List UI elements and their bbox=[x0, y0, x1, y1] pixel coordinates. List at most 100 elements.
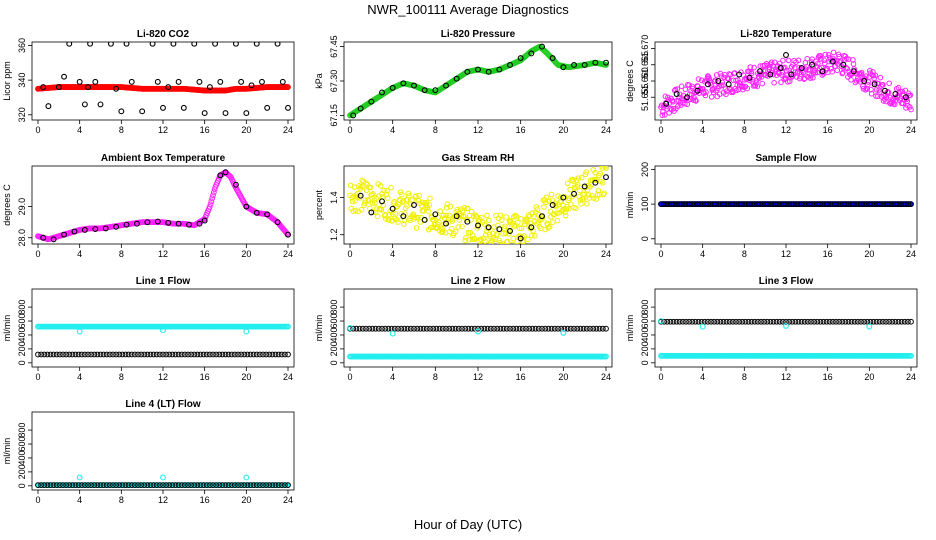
y-tick-label: 600 bbox=[17, 437, 27, 452]
data-point bbox=[172, 482, 179, 489]
data-point bbox=[196, 220, 203, 227]
data-point bbox=[88, 482, 95, 489]
data-point bbox=[801, 75, 808, 82]
data-point bbox=[567, 325, 574, 332]
y-tick-label: 100 bbox=[640, 197, 650, 212]
x-tick-label: 20 bbox=[864, 125, 874, 135]
data-point bbox=[154, 218, 161, 225]
data-point bbox=[69, 351, 76, 358]
data-point bbox=[694, 87, 701, 94]
data-point bbox=[63, 351, 70, 358]
data-point bbox=[281, 351, 288, 358]
x-tick-label: 16 bbox=[516, 125, 526, 135]
data-point bbox=[243, 203, 250, 210]
data-point bbox=[196, 78, 203, 85]
data-point bbox=[47, 482, 54, 489]
data-point bbox=[534, 206, 541, 213]
data-point bbox=[498, 217, 505, 223]
data-point bbox=[200, 351, 207, 358]
data-point bbox=[564, 325, 571, 332]
data-point bbox=[581, 183, 588, 190]
data-point bbox=[504, 238, 511, 244]
data-point bbox=[391, 198, 397, 205]
data-point bbox=[459, 325, 465, 332]
x-tick-label: 12 bbox=[781, 372, 791, 382]
data-point bbox=[225, 482, 232, 489]
data-point bbox=[430, 325, 437, 332]
data-point bbox=[876, 318, 883, 325]
data-point bbox=[848, 76, 854, 83]
data-point bbox=[820, 318, 827, 325]
x-tick-label: 8 bbox=[119, 495, 124, 505]
data-point bbox=[456, 217, 463, 223]
data-point bbox=[188, 351, 195, 358]
data-point bbox=[863, 73, 869, 79]
data-point bbox=[166, 482, 173, 489]
data-point bbox=[561, 193, 568, 200]
x-tick-label: 4 bbox=[390, 249, 395, 259]
data-point bbox=[475, 222, 481, 229]
data-point bbox=[66, 42, 73, 47]
data-point bbox=[489, 237, 495, 244]
x-tick-label: 12 bbox=[473, 249, 483, 259]
data-point bbox=[406, 193, 412, 199]
x-tick-label: 16 bbox=[200, 249, 210, 259]
data-point bbox=[778, 79, 784, 86]
x-tick-label: 16 bbox=[516, 372, 526, 382]
data-point bbox=[497, 325, 504, 332]
plot-area bbox=[658, 318, 914, 359]
y-tick-label: 0 bbox=[17, 483, 27, 488]
data-point bbox=[659, 112, 666, 118]
data-point bbox=[379, 325, 385, 332]
data-point bbox=[248, 82, 255, 89]
data-point bbox=[87, 42, 94, 47]
data-point bbox=[729, 318, 736, 325]
data-point bbox=[714, 318, 721, 325]
data-point bbox=[269, 482, 276, 489]
data-point bbox=[75, 482, 82, 489]
data-point bbox=[150, 351, 157, 358]
x-tick-label: 0 bbox=[35, 249, 40, 259]
data-point bbox=[122, 482, 129, 489]
data-point bbox=[448, 226, 455, 232]
y-axis-label: ml/min bbox=[625, 192, 635, 219]
data-point bbox=[216, 351, 223, 358]
data-point bbox=[386, 217, 392, 223]
data-point bbox=[592, 179, 599, 186]
data-point bbox=[560, 329, 567, 336]
data-point bbox=[274, 219, 281, 226]
data-point bbox=[518, 215, 524, 222]
data-point bbox=[123, 42, 130, 47]
data-point bbox=[507, 61, 513, 68]
data-point bbox=[563, 206, 570, 212]
data-point bbox=[746, 74, 753, 81]
plot-frame bbox=[31, 411, 295, 491]
data-point bbox=[678, 83, 685, 90]
data-point bbox=[777, 65, 784, 71]
x-tick-label: 12 bbox=[158, 249, 168, 259]
data-point bbox=[779, 318, 786, 325]
data-point bbox=[485, 68, 492, 75]
data-point bbox=[503, 325, 510, 332]
data-point bbox=[670, 318, 677, 325]
data-point bbox=[97, 351, 104, 358]
data-point bbox=[815, 60, 821, 67]
data-point bbox=[908, 352, 914, 359]
data-point bbox=[266, 351, 273, 358]
data-point bbox=[414, 325, 421, 332]
data-point bbox=[247, 351, 254, 358]
data-point bbox=[868, 90, 875, 97]
data-point bbox=[191, 42, 198, 47]
data-point bbox=[362, 197, 369, 204]
data-point bbox=[484, 212, 490, 219]
data-point bbox=[798, 318, 805, 325]
y-tick-label: 800 bbox=[17, 423, 27, 438]
data-point bbox=[69, 482, 76, 489]
data-point bbox=[551, 325, 558, 332]
data-point bbox=[400, 213, 407, 220]
data-point bbox=[244, 482, 251, 489]
data-point bbox=[213, 351, 220, 358]
data-point bbox=[125, 351, 132, 358]
y-tick-label: 400 bbox=[17, 327, 27, 342]
data-point bbox=[464, 205, 471, 212]
